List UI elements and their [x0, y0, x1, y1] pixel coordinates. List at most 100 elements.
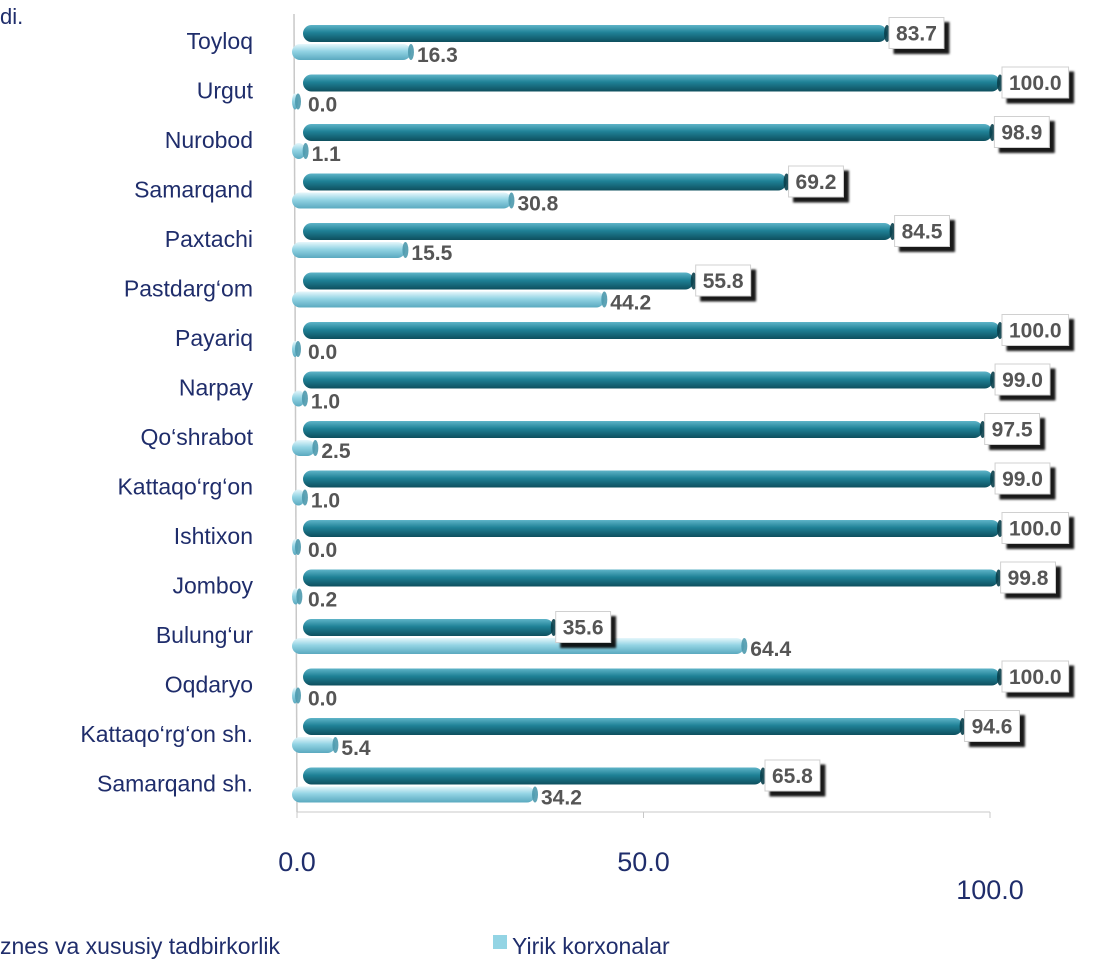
bar-kichik-kattaqo-rg-on-sh-14	[303, 718, 966, 735]
label-kichik-jomboy-11: 99.8	[1000, 561, 1056, 594]
category-label-toyloq-0: Toyloq	[187, 28, 253, 54]
label-kichik-qo-shrabot-8: 97.5	[984, 413, 1041, 445]
svg-text:69.2: 69.2	[796, 171, 837, 194]
x-tick-label-0: 0.0	[278, 847, 316, 877]
label-yirik-pastdarg-om-5: 44.2	[610, 292, 651, 315]
bar-yirik-oqdaryo-13	[292, 687, 301, 704]
label-kichik-oqdaryo-13: 100.0	[1001, 660, 1070, 693]
value-labels: 83.7 16.3 100.0 0.0 98.9 1.1 69.2 30.8 84.5 15.5 5…	[308, 17, 1070, 810]
bar-kichik-samarqand-sh-15	[303, 767, 766, 785]
bar-kichik-nurobod-2	[303, 124, 996, 141]
bar-yirik-paxtachi-4	[292, 242, 409, 258]
category-label-kattaqo-rg-on-9: Kattaqo‘rg‘on	[117, 474, 253, 500]
bar-yirik-payariq-6	[292, 341, 301, 357]
bar-kichik-bulung-ur-12	[303, 619, 557, 636]
bar-kichik-kattaqo-rg-on-9	[303, 470, 997, 488]
legend-swatch-yirik-korxonalar	[493, 935, 507, 949]
category-label-urgut-1: Urgut	[197, 78, 254, 104]
corner-text: di.	[0, 4, 23, 29]
x-tick-label-2: 100.0	[956, 875, 1024, 905]
bar-yirik-kattaqo-rg-on-9	[292, 489, 308, 506]
label-kichik-ishtixon-10: 100.0	[1001, 512, 1070, 544]
bar-yirik-narpay-7	[292, 390, 308, 407]
bar-yirik-qo-shrabot-8	[292, 440, 319, 456]
label-kichik-urgut-1: 100.0	[1001, 66, 1070, 99]
bar-kichik-payariq-6	[303, 322, 1003, 339]
category-label-kattaqo-rg-on-sh-14: Kattaqo‘rg‘on sh.	[80, 721, 253, 747]
label-kichik-paxtachi-4: 84.5	[894, 215, 950, 247]
x-axis-ticks: 0.0 50.0 100.0	[278, 812, 1024, 905]
label-kichik-pastdarg-om-5: 55.8	[695, 264, 752, 297]
label-yirik-paxtachi-4: 15.5	[411, 242, 452, 265]
category-label-bulung-ur-12: Bulung‘ur	[156, 622, 254, 648]
category-label-narpay-7: Narpay	[179, 375, 254, 401]
svg-text:100.0: 100.0	[1009, 666, 1062, 689]
category-label-pastdarg-om-5: Pastdarg‘om	[124, 276, 253, 302]
bar-yirik-toyloq-0	[292, 44, 414, 60]
bar-yirik-urgut-1	[292, 93, 301, 110]
category-label-samarqand-sh-15: Samarqand sh.	[97, 771, 253, 797]
label-kichik-samarqand-sh-15: 65.8	[764, 759, 821, 792]
label-yirik-urgut-1: 0.0	[308, 94, 337, 117]
bar-yirik-nurobod-2	[292, 143, 309, 159]
category-label-qo-shrabot-8: Qo‘shrabot	[140, 424, 253, 450]
svg-text:100.0: 100.0	[1009, 320, 1062, 343]
label-kichik-payariq-6: 100.0	[1001, 314, 1070, 346]
svg-text:55.8: 55.8	[703, 270, 744, 293]
label-yirik-qo-shrabot-8: 2.5	[321, 440, 351, 463]
label-yirik-nurobod-2: 1.1	[312, 143, 342, 166]
category-label-samarqand-3: Samarqand	[134, 177, 253, 203]
bar-kichik-narpay-7	[303, 371, 997, 389]
bar-yirik-kattaqo-rg-on-sh-14	[292, 737, 339, 753]
category-label-ishtixon-10: Ishtixon	[174, 523, 253, 549]
label-kichik-kattaqo-rg-on-sh-14: 94.6	[964, 710, 1020, 742]
svg-text:94.6: 94.6	[972, 716, 1013, 739]
svg-text:100.0: 100.0	[1009, 518, 1062, 541]
x-tick-label-1: 50.0	[617, 847, 670, 877]
bar-yirik-samarqand-sh-15	[292, 786, 539, 803]
label-yirik-oqdaryo-13: 0.0	[308, 688, 337, 711]
legend-label-yirik-korxonalar: Yirik korxonalar	[512, 933, 670, 959]
svg-text:98.9: 98.9	[1001, 122, 1042, 145]
legend-label-kichik-biznes: znes va xususiy tadbirkorlik	[0, 933, 280, 959]
bar-kichik-toyloq-0	[303, 25, 891, 42]
label-yirik-payariq-6: 0.0	[308, 341, 337, 364]
bar-kichik-jomboy-11	[303, 569, 1002, 587]
svg-text:65.8: 65.8	[772, 765, 813, 788]
bar-yirik-pastdarg-om-5	[292, 291, 608, 308]
bar-kichik-samarqand-3	[303, 173, 790, 191]
label-yirik-bulung-ur-12: 64.4	[750, 638, 791, 661]
series-kichik-biznes	[303, 25, 1003, 785]
bar-yirik-ishtixon-10	[292, 539, 301, 555]
category-label-oqdaryo-13: Oqdaryo	[165, 672, 253, 698]
label-yirik-narpay-7: 1.0	[311, 391, 340, 414]
svg-text:99.0: 99.0	[1002, 369, 1043, 392]
label-yirik-jomboy-11: 0.2	[308, 589, 337, 612]
series-yirik-korxonalar	[292, 44, 748, 803]
svg-text:97.5: 97.5	[992, 419, 1033, 442]
bar-kichik-paxtachi-4	[303, 223, 896, 240]
bar-kichik-pastdarg-om-5	[303, 272, 697, 290]
label-kichik-bulung-ur-12: 35.6	[555, 611, 612, 643]
label-kichik-nurobod-2: 98.9	[993, 116, 1050, 148]
label-kichik-narpay-7: 99.0	[994, 363, 1051, 396]
svg-text:100.0: 100.0	[1009, 72, 1062, 95]
svg-text:99.0: 99.0	[1002, 468, 1043, 491]
category-label-jomboy-11: Jomboy	[172, 573, 253, 599]
label-yirik-toyloq-0: 16.3	[417, 44, 458, 67]
svg-text:83.7: 83.7	[896, 23, 937, 46]
bar-yirik-jomboy-11	[292, 588, 303, 605]
category-label-paxtachi-4: Paxtachi	[165, 226, 253, 252]
category-label-nurobod-2: Nurobod	[165, 127, 253, 153]
legend: znes va xususiy tadbirkorlik Yirik korxo…	[0, 933, 670, 959]
svg-text:84.5: 84.5	[902, 221, 943, 244]
bar-yirik-bulung-ur-12	[292, 638, 748, 654]
svg-text:99.8: 99.8	[1008, 567, 1049, 590]
bar-yirik-samarqand-3	[292, 192, 515, 209]
label-kichik-samarqand-3: 69.2	[788, 165, 844, 198]
bar-kichik-urgut-1	[303, 74, 1003, 92]
category-labels: Toyloq Urgut Nurobod Samarqand Paxtachi Pastd…	[80, 28, 253, 797]
bar-kichik-qo-shrabot-8	[303, 421, 986, 438]
label-yirik-kattaqo-rg-on-9: 1.0	[311, 490, 340, 513]
